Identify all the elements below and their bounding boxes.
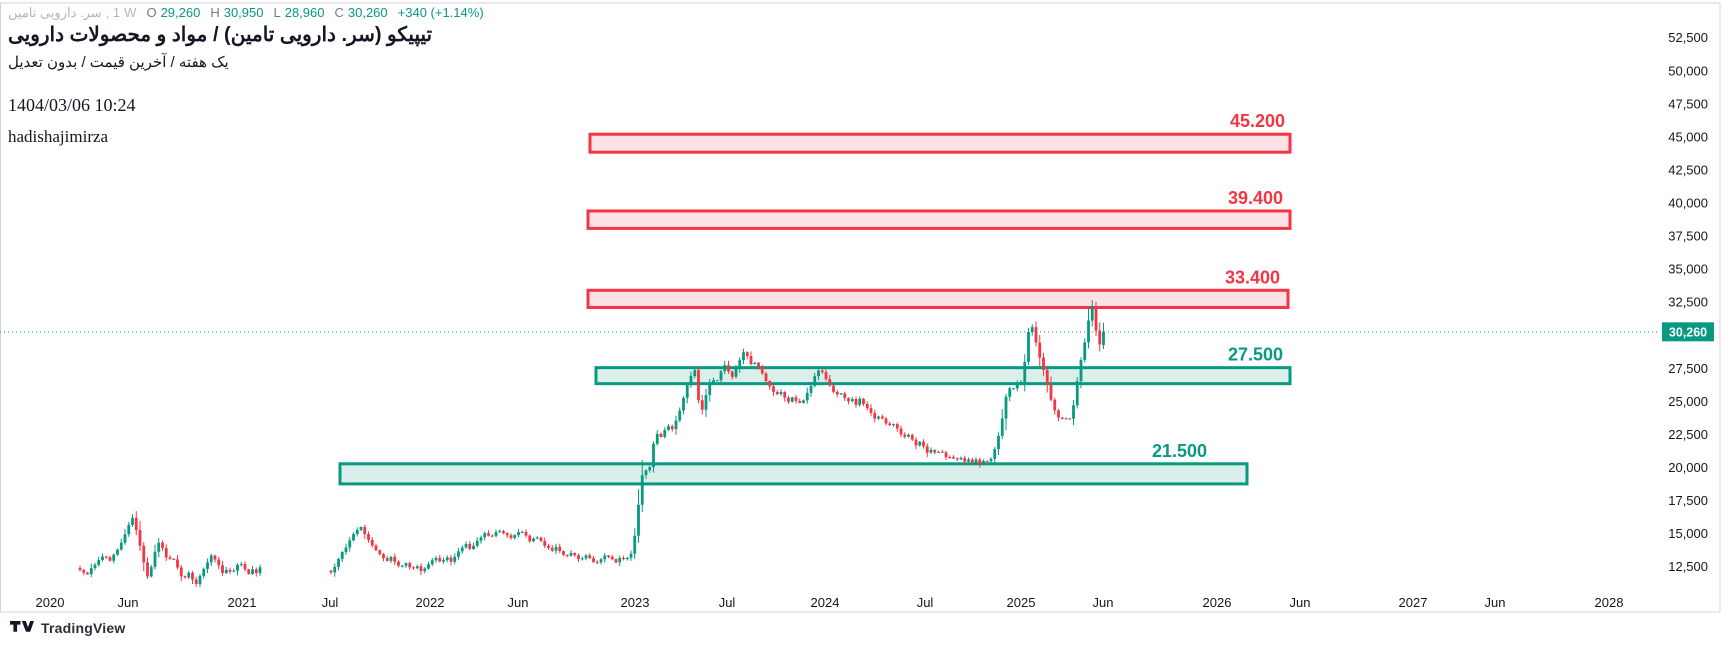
price-tick-label: 25,000 <box>1668 394 1708 409</box>
price-tick-label: 40,000 <box>1668 196 1708 211</box>
last-price-badge: 30,260 <box>1662 322 1714 342</box>
zone-label-33.400[interactable]: 33.400 <box>1225 267 1280 287</box>
price-tick-label: 17,500 <box>1668 493 1708 508</box>
price-tick-label: 20,000 <box>1668 460 1708 475</box>
time-tick-label: Jun <box>118 595 139 610</box>
time-tick-label: 2022 <box>416 595 445 610</box>
time-tick-label: Jul <box>719 595 736 610</box>
interval-suffix: , 1 <box>105 5 121 20</box>
zone-label-27.500[interactable]: 27.500 <box>1228 345 1283 365</box>
price-tick-label: 37,500 <box>1668 229 1708 244</box>
symbol-name[interactable]: سر. دارویی تامین <box>8 5 102 20</box>
close-key: C <box>334 5 344 20</box>
price-zones-layer[interactable] <box>338 132 1292 486</box>
zone-rect-39.400[interactable] <box>586 209 1292 230</box>
chart-subtitle-annotation: یک هفته / آخرین قیمت / بدون تعدیل <box>8 54 229 71</box>
chart-username-annotation: hadishajimirza <box>8 127 109 146</box>
chart-frame <box>0 2 1721 613</box>
time-tick-label: 2028 <box>1595 595 1624 610</box>
time-tick-label: Jun <box>1290 595 1311 610</box>
open-key: O <box>146 5 157 20</box>
time-tick-label: Jul <box>322 595 339 610</box>
high-key: H <box>210 5 220 20</box>
time-tick-label: 2027 <box>1399 595 1428 610</box>
time-tick-label: Jun <box>1485 595 1506 610</box>
zone-label-45.200[interactable]: 45.200 <box>1230 111 1285 131</box>
open-value: 29,260 <box>160 5 201 20</box>
price-tick-label: 35,000 <box>1668 262 1708 277</box>
time-tick-label: 2026 <box>1203 595 1232 610</box>
price-tick-label: 15,000 <box>1668 526 1708 541</box>
price-tick-label: 45,000 <box>1668 129 1708 144</box>
time-tick-label: Jul <box>917 595 934 610</box>
time-tick-label: 2025 <box>1007 595 1036 610</box>
time-tick-label: 2023 <box>621 595 650 610</box>
chart-title-annotation: تیپیکو (سر. دارویی تامین) / مواد و محصول… <box>8 24 433 46</box>
chart-datetime-annotation: 1404/03/06 10:24 <box>8 95 136 115</box>
time-tick-label: 2020 <box>36 595 65 610</box>
tradingview-brand-text: TradingView <box>41 620 126 636</box>
high-value: 30,950 <box>223 5 264 20</box>
zone-labels-layer: 45.200 39.400 33.400 27.500 21.500 <box>1152 111 1285 461</box>
price-tick-label: 27,500 <box>1668 361 1708 376</box>
change-value: +340 (+1.14%) <box>397 5 484 20</box>
close-value: 30,260 <box>347 5 388 20</box>
svg-text:30,260: 30,260 <box>1669 325 1707 339</box>
price-tick-label: 50,000 <box>1668 63 1708 78</box>
zone-rect-33.400[interactable] <box>586 288 1290 309</box>
interval-unit: W <box>124 5 137 20</box>
zone-rect-45.200[interactable] <box>588 132 1292 154</box>
zone-rect-21.500[interactable] <box>338 462 1249 486</box>
price-axis[interactable]: 52,500 50,000 47,500 45,000 42,500 40,000 37,5… <box>1668 30 1708 574</box>
candles-layer[interactable] <box>78 300 1105 588</box>
tradingview-attribution[interactable]: TradingView <box>10 620 125 636</box>
low-value: 28,960 <box>284 5 325 20</box>
price-tick-label: 47,500 <box>1668 96 1708 111</box>
low-key: L <box>273 5 281 20</box>
time-tick-label: Jun <box>508 595 529 610</box>
zone-label-21.500[interactable]: 21.500 <box>1152 441 1207 461</box>
price-tick-label: 32,500 <box>1668 295 1708 310</box>
time-tick-label: Jun <box>1093 595 1114 610</box>
time-axis[interactable]: 2020 Jun 2021 Jul 2022 Jun 2023 Jul 2024 Jul 2025 J… <box>36 595 1624 610</box>
time-tick-label: 2024 <box>811 595 840 610</box>
price-tick-label: 12,500 <box>1668 559 1708 574</box>
price-tick-label: 42,500 <box>1668 162 1708 177</box>
time-tick-label: 2021 <box>228 595 257 610</box>
price-tick-label: 22,500 <box>1668 427 1708 442</box>
tradingview-logo-icon <box>10 620 34 632</box>
zone-rect-27.500[interactable] <box>594 366 1292 386</box>
zone-label-39.400[interactable]: 39.400 <box>1228 188 1283 208</box>
price-tick-label: 52,500 <box>1668 30 1708 45</box>
